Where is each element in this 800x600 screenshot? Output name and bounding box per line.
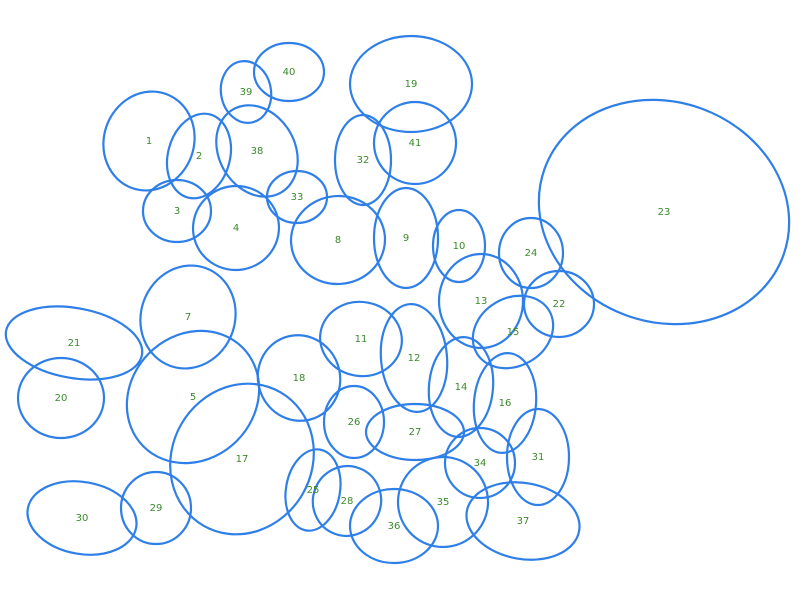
ellipse-3 bbox=[141, 178, 213, 244]
ellipse-26 bbox=[322, 384, 386, 460]
ellipse-label-31: 31 bbox=[532, 452, 545, 463]
ellipse-15 bbox=[471, 294, 555, 370]
ellipse-31 bbox=[505, 407, 571, 507]
ellipse-label-22: 22 bbox=[553, 299, 566, 310]
ellipse-label-32: 32 bbox=[357, 155, 370, 166]
ellipse-label-7: 7 bbox=[185, 312, 191, 323]
ellipse-38 bbox=[215, 104, 299, 198]
ellipse-label-23: 23 bbox=[658, 207, 671, 218]
ellipse-label-1: 1 bbox=[146, 136, 152, 147]
ellipse-12 bbox=[379, 303, 449, 413]
ellipse-label-27: 27 bbox=[409, 427, 422, 438]
ellipse-41 bbox=[372, 100, 458, 186]
ellipse-21 bbox=[4, 305, 144, 381]
ellipse-label-15: 15 bbox=[507, 327, 520, 338]
ellipse-label-36: 36 bbox=[388, 521, 401, 532]
ellipse-19 bbox=[348, 34, 474, 134]
ellipse-10 bbox=[431, 208, 487, 284]
ellipse-label-25: 25 bbox=[307, 485, 320, 496]
ellipse-label-9: 9 bbox=[403, 233, 409, 244]
ellipse-label-28: 28 bbox=[341, 496, 354, 507]
ellipse-label-4: 4 bbox=[233, 223, 239, 234]
ellipse-label-20: 20 bbox=[55, 393, 68, 404]
ellipse-label-29: 29 bbox=[150, 503, 163, 514]
ellipse-label-8: 8 bbox=[335, 235, 341, 246]
ellipse-label-5: 5 bbox=[190, 392, 196, 403]
ellipse-label-38: 38 bbox=[251, 146, 264, 157]
ellipse-1 bbox=[102, 90, 196, 192]
ellipse-label-17: 17 bbox=[236, 454, 249, 465]
ellipse-13 bbox=[437, 252, 525, 350]
ellipse-11 bbox=[319, 300, 403, 378]
ellipse-36 bbox=[348, 487, 440, 565]
ellipse-24 bbox=[497, 216, 565, 290]
ellipse-label-12: 12 bbox=[408, 353, 421, 364]
ellipse-16 bbox=[472, 352, 538, 454]
ellipse-label-2: 2 bbox=[196, 151, 202, 162]
ellipse-label-14: 14 bbox=[455, 382, 468, 393]
ellipse-25 bbox=[284, 448, 342, 532]
ellipse-2 bbox=[165, 112, 233, 200]
ellipse-20 bbox=[16, 356, 106, 440]
ellipse-label-41: 41 bbox=[409, 138, 422, 149]
ellipse-32 bbox=[333, 113, 393, 207]
ellipse-label-24: 24 bbox=[525, 248, 538, 259]
ellipse-4 bbox=[191, 184, 281, 272]
ellipse-label-21: 21 bbox=[68, 338, 81, 349]
ellipse-label-37: 37 bbox=[517, 516, 530, 527]
ellipse-label-26: 26 bbox=[348, 417, 361, 428]
ellipse-label-10: 10 bbox=[453, 241, 466, 252]
ellipse-label-33: 33 bbox=[291, 192, 304, 203]
ellipse-label-40: 40 bbox=[283, 67, 296, 78]
ellipse-35 bbox=[396, 455, 490, 549]
ellipse-30 bbox=[26, 480, 138, 556]
ellipse-label-34: 34 bbox=[474, 458, 487, 469]
ellipse-label-11: 11 bbox=[355, 334, 368, 345]
ellipse-label-18: 18 bbox=[293, 373, 306, 384]
ellipse-37 bbox=[465, 481, 581, 561]
ellipse-label-19: 19 bbox=[405, 79, 418, 90]
ellipse-9 bbox=[372, 186, 440, 290]
ellipse-23 bbox=[537, 98, 791, 326]
ellipse-5 bbox=[125, 329, 261, 465]
ellipse-40 bbox=[252, 41, 326, 103]
ellipse-label-35: 35 bbox=[437, 497, 450, 508]
ellipse-39 bbox=[219, 60, 273, 124]
ellipse-label-3: 3 bbox=[174, 206, 180, 217]
ellipse-label-39: 39 bbox=[240, 87, 253, 98]
ellipse-label-16: 16 bbox=[499, 398, 512, 409]
ellipse-7 bbox=[139, 264, 237, 370]
ellipse-29 bbox=[119, 470, 193, 546]
ellipse-28 bbox=[311, 465, 383, 537]
ellipse-label-30: 30 bbox=[76, 513, 89, 524]
ellipse-18 bbox=[256, 334, 342, 422]
ellipse-label-13: 13 bbox=[475, 296, 488, 307]
ellipse-8 bbox=[289, 194, 387, 286]
ellipse-17 bbox=[169, 382, 315, 536]
ellipse-34 bbox=[443, 426, 517, 500]
